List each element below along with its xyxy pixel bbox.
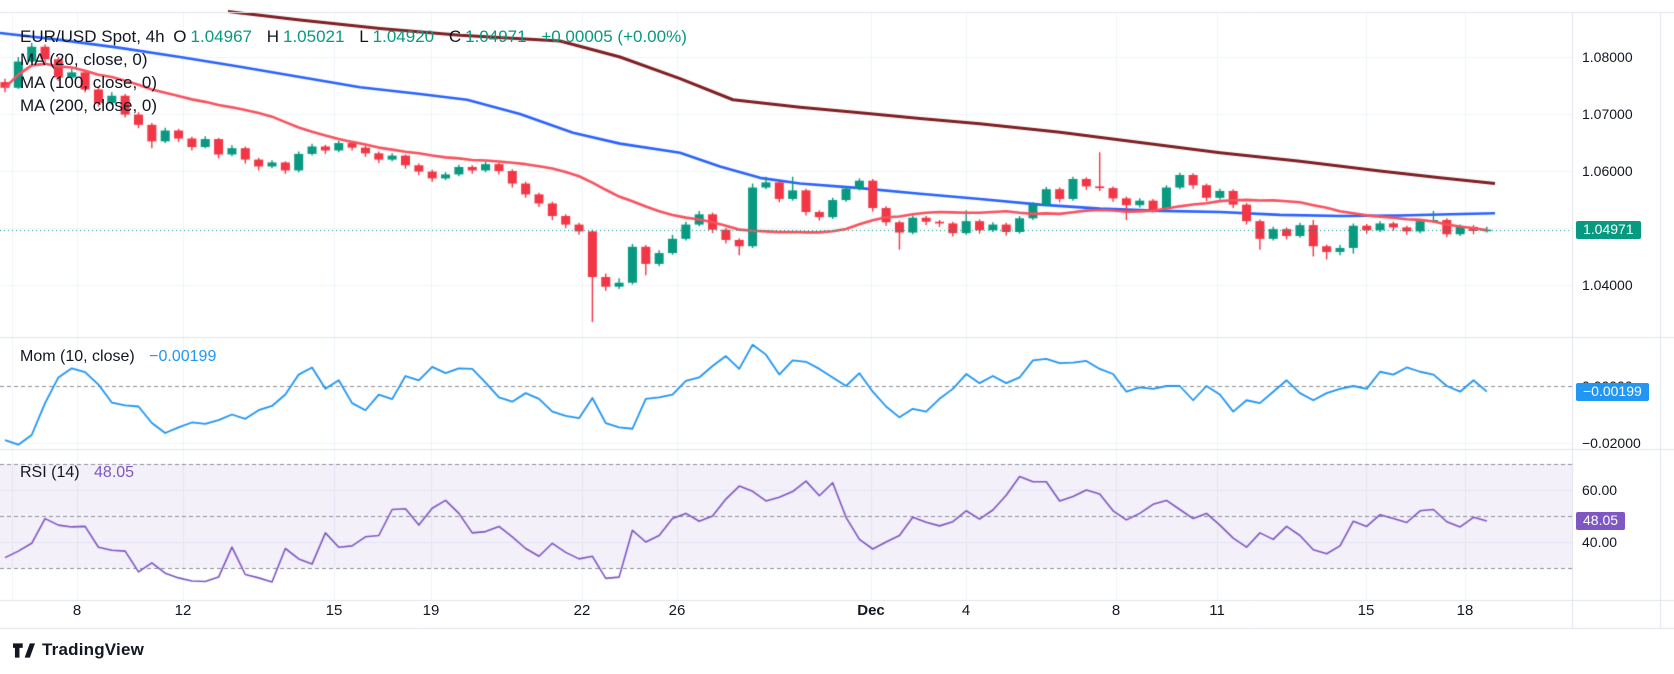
price-axis-label: 1.04000 [1582,277,1633,293]
rsi-axis-label: 40.00 [1582,534,1618,550]
momentum-axis-label: −0.02000 [1582,435,1641,451]
rsi-label: RSI (14) [20,464,80,481]
time-axis-label: 15 [325,602,343,619]
time-axis-label: 4 [961,602,971,619]
price-axis-label: 1.06000 [1582,163,1633,179]
symbol-title: EUR/USD Spot, 4h [20,27,165,46]
time-axis-label: 8 [1111,602,1121,619]
ma200-label: MA (200, close, 0) [20,96,158,115]
time-axis-label: Dec [857,602,885,619]
low-label: L [359,27,369,46]
momentum-badge: −0.00199 [1576,382,1649,401]
time-axis-label: 11 [1209,602,1225,619]
ma200-legend-row[interactable]: MA (200, close, 0) [20,94,691,117]
time-axis-label: 12 [174,602,192,619]
momentum-label: Mom (10, close) [20,348,135,365]
price-axis-label: 1.07000 [1582,106,1633,122]
ma100-label: MA (100, close, 0) [20,73,158,92]
time-axis-label: 26 [668,602,686,619]
rsi-axis-label: 60.00 [1582,482,1618,498]
ma20-legend-row[interactable]: MA (20, close, 0) [20,48,691,71]
momentum-value: −0.00199 [149,348,217,365]
time-axis-label: 22 [573,602,591,619]
low-value: 1.04920 [372,27,435,46]
price-axis-label: 1.08000 [1582,49,1633,65]
rsi-badge: 48.05 [1576,512,1626,531]
ma20-label: MA (20, close, 0) [20,50,148,69]
current-price-badge: 1.04971 [1576,220,1641,239]
momentum-legend-row[interactable]: Mom (10, close) −0.00199 [20,348,216,366]
change-value: +0.00005 (+0.00%) [541,27,687,46]
price-pane-legend: EUR/USD Spot, 4h O 1.04967 H 1.05021 L 1.04… [20,25,691,117]
time-axis-label: 8 [72,602,82,619]
time-axis-label: 15 [1357,602,1375,619]
high-label: H [266,27,279,46]
time-axis-label: 19 [422,602,440,619]
tradingview-logo-icon [13,642,35,658]
brand-text: TradingView [42,640,145,659]
close-label: C [448,27,462,46]
open-label: O [173,27,187,46]
tradingview-logo[interactable]: TradingView [13,640,144,660]
close-value: 1.04971 [465,27,527,46]
symbol-legend-row[interactable]: EUR/USD Spot, 4h O 1.04967 H 1.05021 L 1.04… [20,25,691,48]
ma100-legend-row[interactable]: MA (100, close, 0) [20,71,691,94]
time-axis-label: 18 [1456,602,1474,619]
high-value: 1.05021 [283,27,345,46]
rsi-legend-row[interactable]: RSI (14) 48.05 [20,464,134,482]
open-value: 1.04967 [190,27,252,46]
rsi-value: 48.05 [94,464,135,481]
